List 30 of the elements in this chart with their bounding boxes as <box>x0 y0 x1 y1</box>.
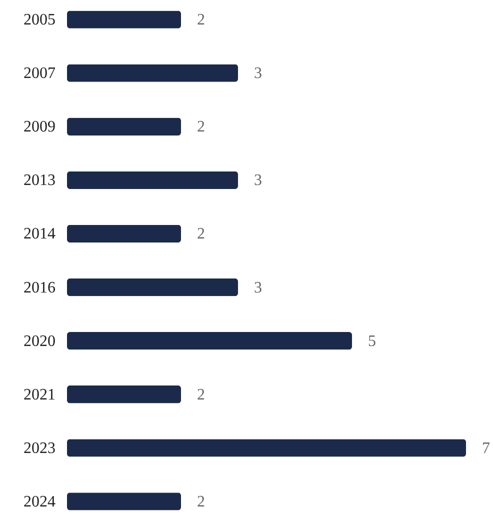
bar <box>67 64 238 82</box>
data-label: 2 <box>197 386 205 404</box>
y-tick-label: 2024 <box>24 493 56 510</box>
y-tick-label: 2020 <box>24 332 56 350</box>
bar <box>67 386 181 404</box>
data-label: 7 <box>482 440 490 457</box>
bar <box>67 278 238 296</box>
data-label: 2 <box>197 118 205 136</box>
data-label: 2 <box>197 493 205 510</box>
bar <box>67 171 238 190</box>
data-label: 3 <box>254 65 262 82</box>
y-tick-label: 2007 <box>24 65 56 82</box>
bar <box>67 332 352 350</box>
bar <box>67 10 181 28</box>
data-label: 2 <box>197 226 205 243</box>
y-tick-label: 2013 <box>24 172 56 190</box>
bar <box>67 492 181 510</box>
y-tick-label: 2009 <box>24 118 56 136</box>
bar <box>67 439 466 457</box>
y-tick-label: 2014 <box>24 226 56 243</box>
data-label: 2 <box>197 12 205 29</box>
data-label: 3 <box>254 172 262 190</box>
bar <box>67 224 181 243</box>
data-label: 5 <box>368 332 376 350</box>
y-tick-label: 2021 <box>24 386 56 404</box>
bar <box>67 118 181 136</box>
data-label: 3 <box>254 279 262 296</box>
y-tick-label: 2005 <box>24 12 56 29</box>
y-tick-label: 2016 <box>24 279 56 296</box>
y-tick-label: 2023 <box>24 440 56 457</box>
